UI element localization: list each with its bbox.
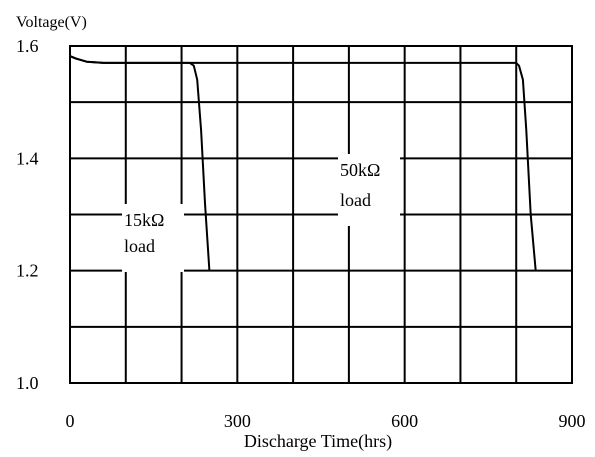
series-line-2 (69, 55, 537, 271)
series-labels: 15kΩ load 50kΩ load (122, 154, 400, 272)
series-label-line1: 15kΩ (124, 210, 164, 230)
series-label-line1: 50kΩ (340, 160, 380, 180)
y-tick-label: 1.4 (16, 148, 39, 168)
y-axis-label: Voltage(V) (16, 14, 87, 31)
x-axis-label: Discharge Time(hrs) (244, 431, 392, 452)
series-label-box (122, 204, 184, 272)
x-tick-label: 900 (559, 411, 586, 431)
series-lines (69, 55, 537, 271)
series-label-line2: load (340, 190, 371, 210)
y-tick-label: 1.0 (16, 373, 39, 393)
x-tick-label: 0 (66, 411, 75, 431)
x-tick-label: 300 (224, 411, 251, 431)
series-label-2: 50kΩ load (338, 154, 400, 226)
series-label-line2: load (124, 236, 155, 256)
y-tick-label: 1.2 (16, 261, 39, 281)
y-axis-ticks: 1.6 1.4 1.2 1.0 (16, 36, 39, 393)
plot-frame (69, 45, 573, 384)
y-tick-label: 1.6 (16, 36, 39, 56)
series-label-box (338, 154, 400, 226)
series-label-1: 15kΩ load (122, 204, 184, 272)
x-axis-ticks: 0 300 600 900 (66, 411, 586, 431)
x-tick-label: 600 (391, 411, 418, 431)
